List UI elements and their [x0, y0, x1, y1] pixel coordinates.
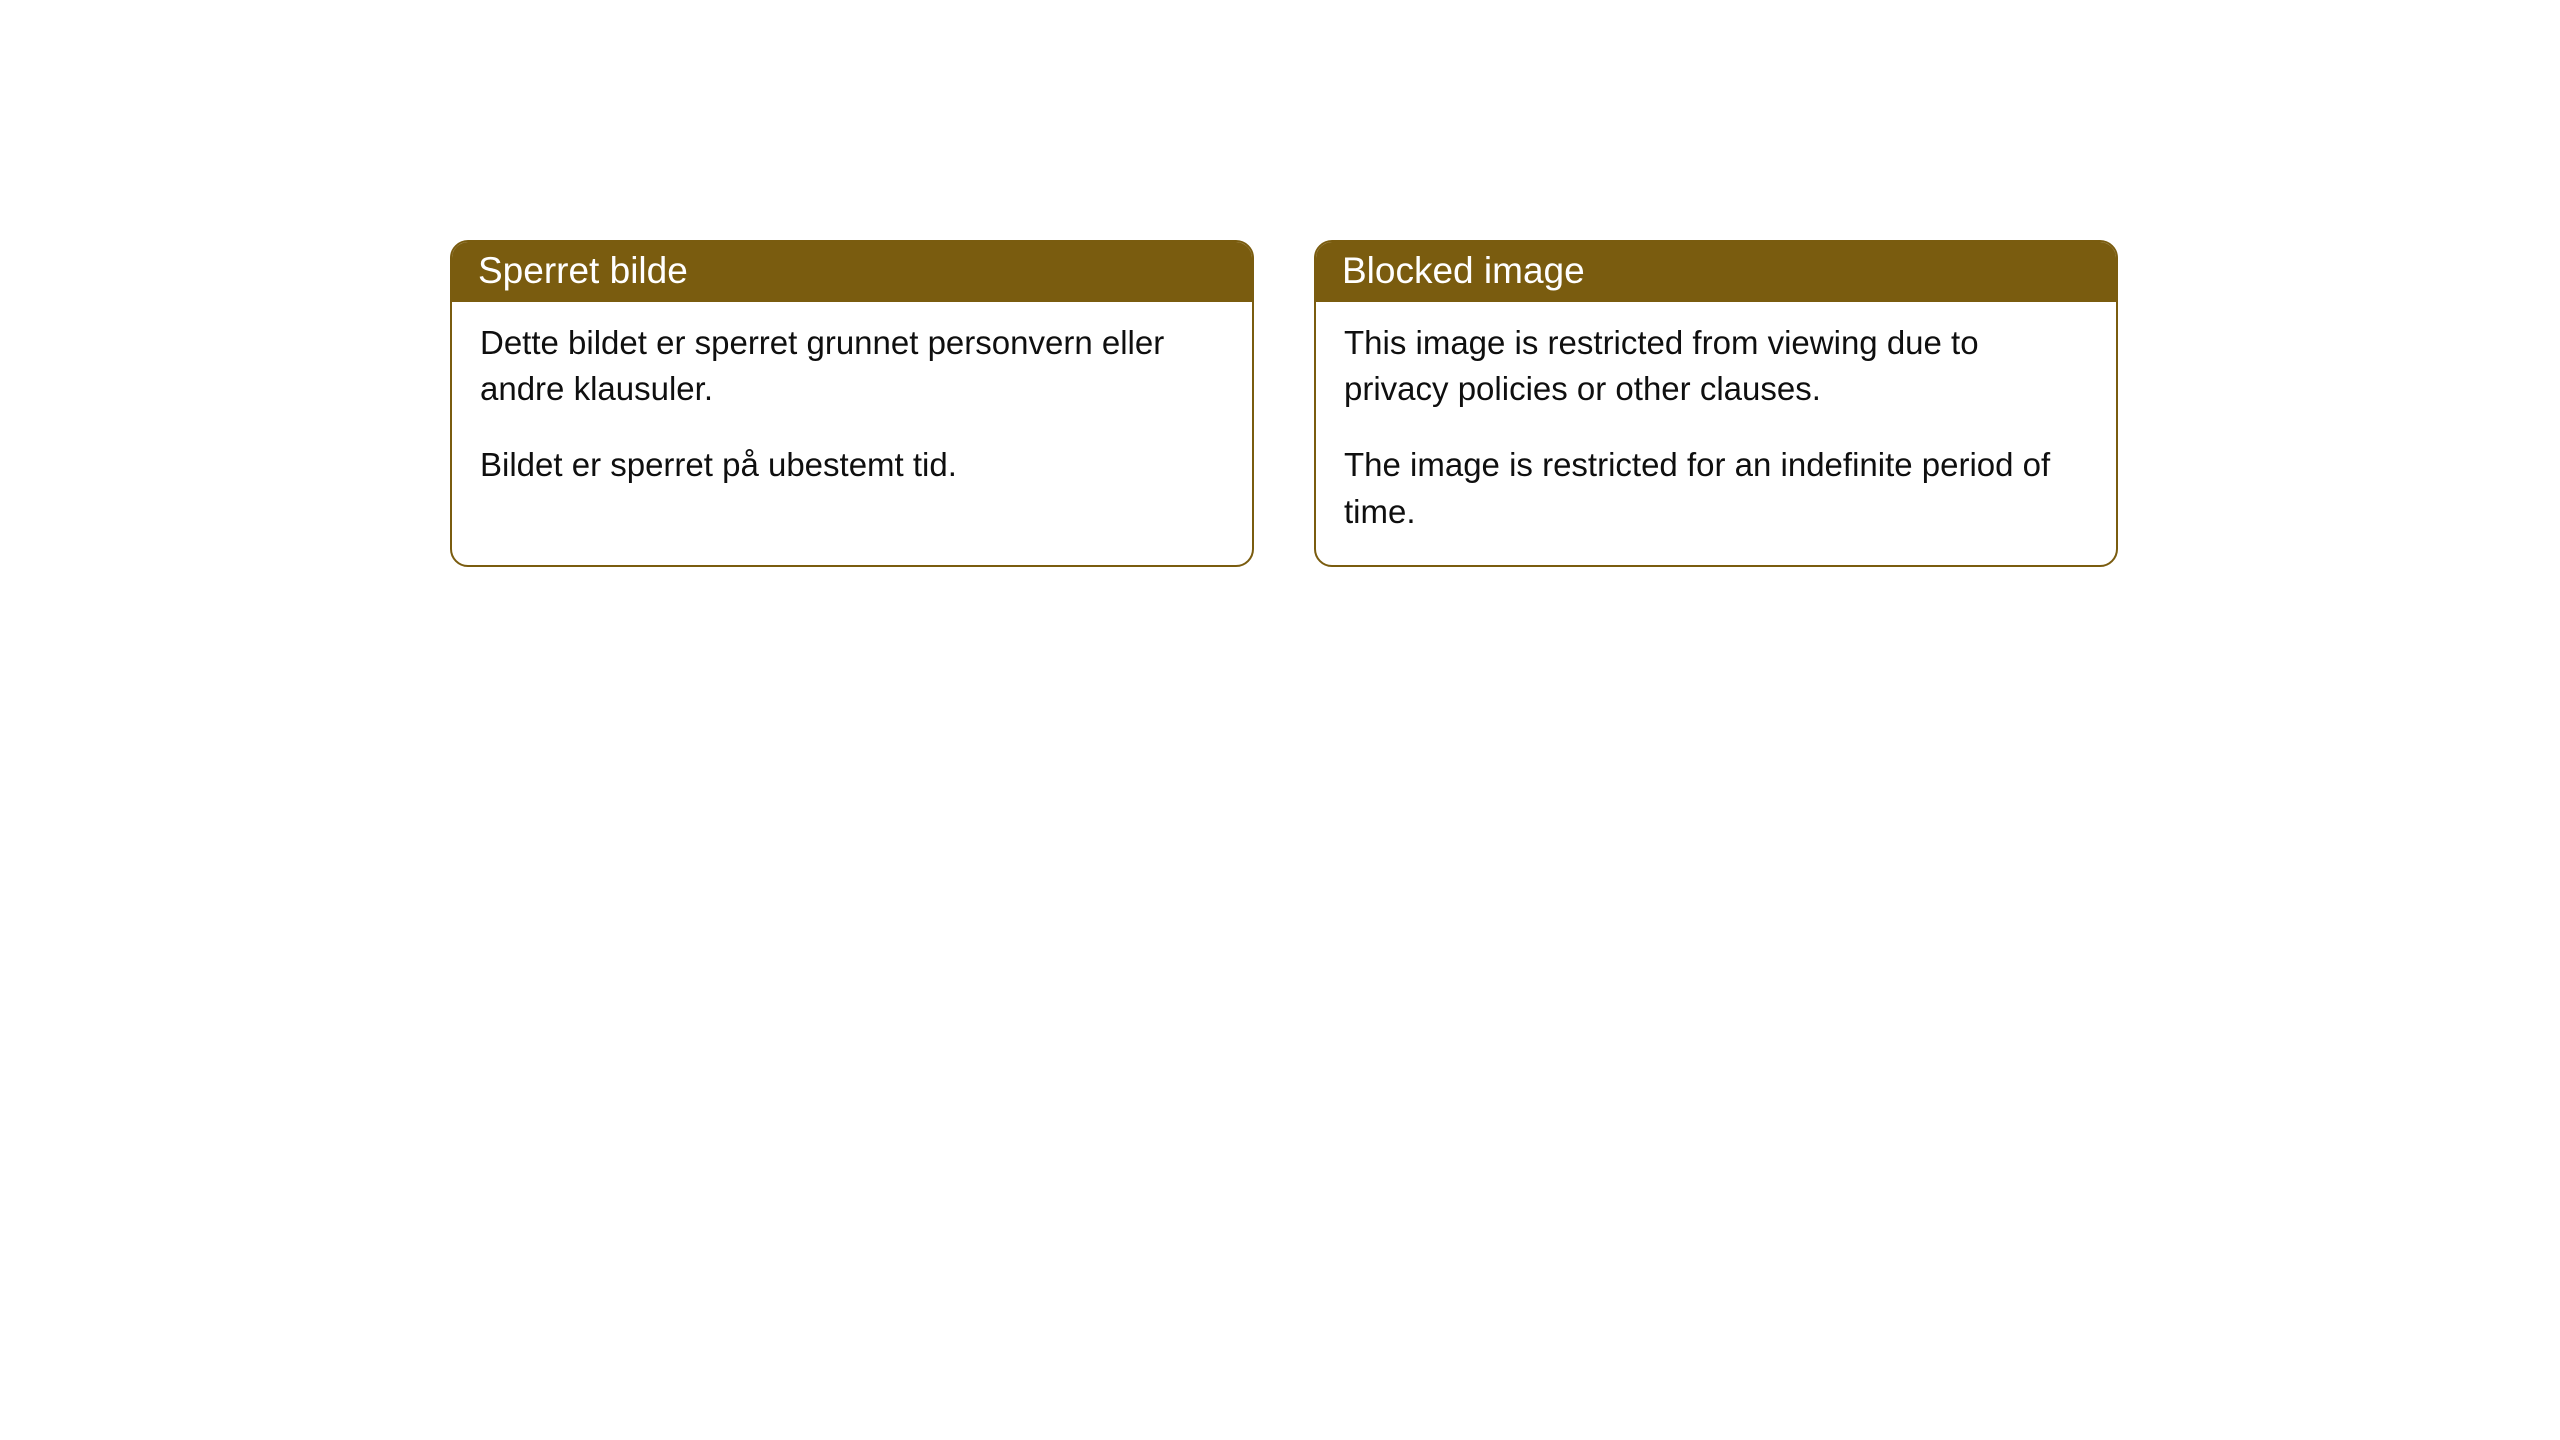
panel-body-english: This image is restricted from viewing du…	[1316, 302, 2116, 565]
panel-text-norwegian-line1: Dette bildet er sperret grunnet personve…	[480, 320, 1224, 412]
panel-title-english: Blocked image	[1342, 250, 1585, 291]
panel-text-norwegian-line2: Bildet er sperret på ubestemt tid.	[480, 442, 1224, 488]
panel-title-norwegian: Sperret bilde	[478, 250, 688, 291]
blocked-image-panel-english: Blocked image This image is restricted f…	[1314, 240, 2118, 567]
panel-body-norwegian: Dette bildet er sperret grunnet personve…	[452, 302, 1252, 519]
panel-text-english-line2: The image is restricted for an indefinit…	[1344, 442, 2088, 534]
blocked-image-panel-norwegian: Sperret bilde Dette bildet er sperret gr…	[450, 240, 1254, 567]
panel-header-english: Blocked image	[1316, 242, 2116, 302]
panel-text-english-line1: This image is restricted from viewing du…	[1344, 320, 2088, 412]
panels-container: Sperret bilde Dette bildet er sperret gr…	[450, 240, 2560, 567]
panel-header-norwegian: Sperret bilde	[452, 242, 1252, 302]
